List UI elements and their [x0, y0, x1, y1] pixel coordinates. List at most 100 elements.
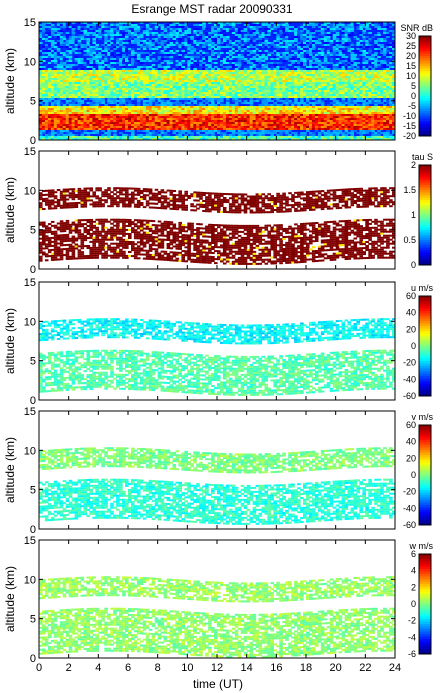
- snr-cell: [267, 72, 271, 74]
- snr-cell: [258, 116, 263, 118]
- snr-cell: [151, 48, 156, 50]
- snr-cell: [231, 72, 236, 74]
- snr-cell: [101, 94, 105, 96]
- snr-cell: [317, 90, 322, 92]
- snr-cell: [104, 50, 108, 52]
- snr-cell: [119, 120, 123, 122]
- snr-cell: [193, 110, 197, 112]
- snr-cell: [157, 70, 162, 72]
- snr-cell: [50, 94, 55, 96]
- snr-cell: [220, 110, 224, 112]
- snr-cell: [42, 22, 46, 24]
- snr-cell: [68, 42, 73, 44]
- snr-cell: [104, 138, 108, 140]
- snr-cell: [136, 128, 141, 130]
- snr-cell: [175, 62, 180, 64]
- snr-cell: [83, 128, 88, 130]
- snr-cell: [42, 38, 46, 40]
- snr-cell: [220, 32, 224, 34]
- snr-cell: [151, 92, 156, 94]
- snr-cell: [202, 90, 206, 92]
- snr-cell: [208, 82, 212, 84]
- snr-cell: [205, 122, 209, 124]
- snr-cell: [42, 28, 46, 30]
- snr-cell: [175, 60, 180, 62]
- snr-cell: [178, 102, 182, 104]
- snr-cell: [261, 128, 266, 130]
- snr-cell: [101, 24, 105, 26]
- snr-cell: [83, 118, 88, 120]
- snr-cell: [178, 120, 182, 122]
- snr-cell: [291, 38, 295, 40]
- snr-cell: [113, 58, 117, 60]
- snr-cell: [47, 118, 52, 120]
- snr-cell: [77, 48, 82, 50]
- snr-cell: [220, 102, 224, 104]
- snr-cell: [314, 44, 319, 46]
- snr-cell: [74, 106, 79, 108]
- snr-cell: [300, 76, 304, 78]
- snr-cell: [50, 130, 55, 132]
- snr-cell: [59, 66, 64, 68]
- snr-cell: [178, 54, 182, 56]
- snr-cell: [71, 22, 76, 24]
- snr-cell: [303, 62, 307, 64]
- snr-cell: [68, 128, 73, 130]
- snr-cell: [193, 90, 197, 92]
- snr-cell: [225, 28, 230, 30]
- snr-cell: [68, 52, 73, 54]
- snr-cell: [258, 76, 263, 78]
- snr-cell: [71, 28, 76, 30]
- snr-cell: [335, 80, 340, 82]
- snr-cell: [288, 54, 292, 56]
- snr-cell: [320, 76, 325, 78]
- snr-cell: [311, 32, 316, 34]
- snr-cell: [166, 100, 171, 102]
- snr-cell: [264, 94, 269, 96]
- snr-cell: [62, 120, 67, 122]
- snr-cell: [282, 102, 286, 104]
- snr-cell: [98, 36, 102, 38]
- snr-cell: [214, 82, 218, 84]
- snr-cell: [291, 108, 295, 110]
- snr-cell: [243, 70, 248, 72]
- snr-cell: [169, 56, 174, 58]
- snr-cell: [267, 94, 271, 96]
- snr-cell: [98, 64, 102, 66]
- snr-cell: [95, 54, 99, 56]
- snr-cell: [279, 56, 283, 58]
- snr-cell: [178, 106, 182, 108]
- snr-cell: [83, 76, 88, 78]
- snr-cell: [267, 68, 271, 70]
- snr-cell: [83, 132, 88, 134]
- snr-cell: [329, 96, 334, 98]
- snr-cell: [335, 78, 340, 80]
- snr-cell: [291, 70, 295, 72]
- snr-cell: [86, 138, 91, 140]
- snr-cell: [113, 44, 117, 46]
- snr-cell: [53, 48, 58, 50]
- snr-cell: [145, 84, 150, 86]
- snr-cell: [47, 34, 52, 36]
- snr-cell: [276, 86, 280, 88]
- snr-cell: [107, 124, 111, 126]
- snr-cell: [208, 120, 212, 122]
- snr-cell: [59, 72, 64, 74]
- snr-cell: [202, 104, 206, 106]
- snr-cell: [303, 32, 307, 34]
- snr-cell: [59, 122, 64, 124]
- snr-cell: [288, 60, 292, 62]
- snr-cell: [311, 104, 316, 106]
- snr-cell: [175, 42, 180, 44]
- snr-cell: [65, 42, 70, 44]
- snr-cell: [323, 98, 328, 100]
- snr-cell: [47, 70, 52, 72]
- snr-cell: [110, 38, 114, 40]
- snr-cell: [285, 110, 289, 112]
- snr-cell: [225, 30, 230, 32]
- snr-cell: [303, 136, 307, 138]
- snr-cell: [157, 104, 162, 106]
- snr-cell: [329, 110, 334, 112]
- snr-cell: [151, 100, 156, 102]
- snr-cell: [104, 116, 108, 118]
